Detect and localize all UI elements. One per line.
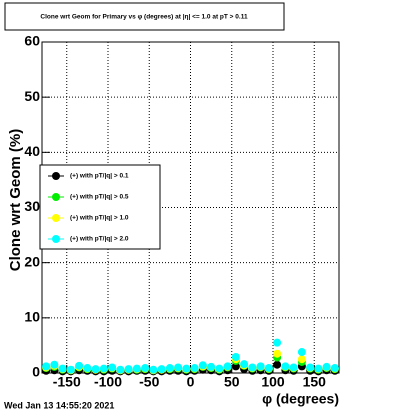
point xyxy=(289,363,298,372)
x-tick-label: 150 xyxy=(303,374,327,390)
x-tick-label: -150 xyxy=(53,374,81,390)
point xyxy=(83,364,92,373)
point xyxy=(240,360,249,369)
point xyxy=(248,363,257,372)
x-tick-label: 0 xyxy=(187,374,195,390)
point xyxy=(174,363,183,372)
point xyxy=(273,360,282,369)
y-tick-label: 50 xyxy=(24,88,40,104)
legend-label: (+) with pT/|q| > 1.0 xyxy=(70,215,129,222)
legend-label: (+) with pT/|q| > 0.1 xyxy=(70,173,129,180)
legend-label: (+) with pT/|q| > 0.5 xyxy=(70,194,129,201)
point xyxy=(116,365,125,374)
point xyxy=(273,349,282,358)
legend-box xyxy=(39,164,161,250)
point xyxy=(141,364,150,373)
point xyxy=(297,355,306,364)
point xyxy=(99,364,108,373)
x-tick-label: -50 xyxy=(139,374,159,390)
legend-marker xyxy=(52,214,60,222)
point xyxy=(231,353,240,362)
y-tick-label: 20 xyxy=(24,253,40,269)
point xyxy=(190,364,199,373)
legend-label: (+) with pT/|q| > 2.0 xyxy=(70,236,129,243)
footer: Wed Jan 13 14:55:20 2021 xyxy=(4,400,114,410)
title-box xyxy=(4,2,285,31)
y-tick-label: 0 xyxy=(32,364,40,380)
legend-marker xyxy=(52,172,60,180)
chart-title: Clone wrt Geom for Primary vs φ (degrees… xyxy=(40,14,248,21)
point xyxy=(281,362,290,371)
point xyxy=(182,364,191,373)
point xyxy=(58,364,67,373)
point xyxy=(231,362,240,371)
legend-marker xyxy=(52,235,60,243)
point xyxy=(108,363,117,372)
x-tick-label: 50 xyxy=(224,374,240,390)
point xyxy=(314,364,323,373)
x-tick-label: 100 xyxy=(261,374,285,390)
point xyxy=(132,364,141,373)
point xyxy=(297,348,306,357)
point xyxy=(273,338,282,347)
point xyxy=(306,363,315,372)
y-axis-label: Clone wrt Geom (%) xyxy=(7,129,24,272)
point xyxy=(264,364,273,373)
x-tick-label: -100 xyxy=(94,374,122,390)
point xyxy=(157,365,166,374)
y-tick-label: 10 xyxy=(24,309,40,325)
point xyxy=(330,364,339,373)
point xyxy=(75,361,84,370)
x-axis-label: φ (degrees) xyxy=(262,391,339,407)
point xyxy=(198,361,207,370)
point xyxy=(215,364,224,373)
point xyxy=(149,365,158,374)
y-tick-label: 30 xyxy=(24,198,40,214)
point xyxy=(223,362,232,371)
point xyxy=(256,362,265,371)
point xyxy=(207,362,216,371)
point xyxy=(91,365,100,374)
y-tick-label: 40 xyxy=(24,143,40,159)
legend-marker xyxy=(52,193,60,201)
point xyxy=(322,362,331,371)
point xyxy=(165,364,174,373)
point xyxy=(66,365,75,374)
point xyxy=(124,365,133,374)
point xyxy=(50,360,59,369)
y-tick-label: 60 xyxy=(24,33,40,49)
point xyxy=(42,362,51,371)
